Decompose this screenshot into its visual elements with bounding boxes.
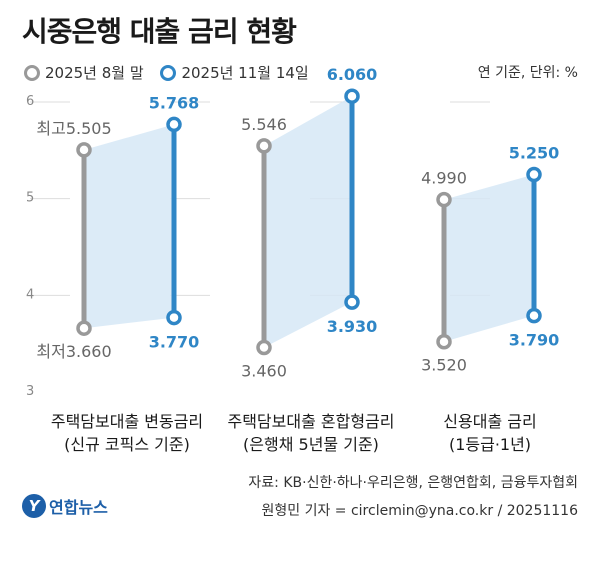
point-old-high <box>76 142 92 158</box>
legend-label-old: 2025년 8월 말 <box>45 64 144 82</box>
category-label-group-1: 주택담보대출 변동금리 (신규 코픽스 기준) <box>32 410 222 456</box>
data-label-new-high: 5.250 <box>509 144 560 163</box>
yonhap-logo: Y 연합뉴스 <box>22 494 108 518</box>
data-label-new-low: 3.790 <box>509 331 560 350</box>
data-label-new-low: 3.930 <box>327 317 378 336</box>
y-tick-label: 3 <box>26 384 34 399</box>
point-new-high <box>166 116 182 133</box>
credit-line: 원형민 기자 = circlemin@yna.co.kr / 20251116 <box>261 503 578 519</box>
range-band <box>444 174 534 342</box>
category-label-line: 신용대출 금리 <box>443 412 537 431</box>
data-label-old-high: 4.990 <box>421 169 467 188</box>
legend-marker-old <box>24 64 40 81</box>
logo-text: 연합뉴스 <box>49 498 108 517</box>
category-sublabel-line: (신규 코픽스 기준) <box>64 435 190 454</box>
chart-title: 시중은행 대출 금리 현황 <box>22 15 297 48</box>
point-new-low <box>166 309 182 326</box>
y-tick-label: 4 <box>26 287 34 302</box>
range-band <box>264 96 352 348</box>
data-label-old-low: 3.520 <box>421 356 467 375</box>
data-label-old-high: 5.546 <box>241 115 287 134</box>
point-new-low <box>526 307 542 324</box>
legend-marker-new <box>160 64 177 81</box>
legend: 2025년 8월 말 2025년 11월 14일 <box>24 62 321 85</box>
y-tick-label: 5 <box>26 191 34 206</box>
unit-note: 연 기준, 단위: % <box>477 65 578 81</box>
data-label-old-low: 최저3.660 <box>36 342 111 361</box>
legend-item-new: 2025년 11월 14일 <box>160 62 309 83</box>
category-label-line: 주택담보대출 변동금리 <box>50 412 204 431</box>
category-label-group-3: 신용대출 금리 (1등급·1년) <box>395 410 585 456</box>
data-label-new-low: 3.770 <box>149 333 200 352</box>
legend-label-new: 2025년 11월 14일 <box>181 64 309 82</box>
point-old-low <box>256 339 272 356</box>
data-label-old-high: 최고5.505 <box>36 119 111 138</box>
point-old-low <box>436 333 452 350</box>
data-label-old-low: 3.460 <box>241 362 287 381</box>
point-old-high <box>436 191 452 208</box>
data-label-new-high: 5.768 <box>149 93 200 112</box>
point-new-high <box>526 166 542 183</box>
data-label-new-high: 6.060 <box>327 65 378 84</box>
point-new-low <box>344 294 360 310</box>
category-label-group-2: 주택담보대출 혼합형금리 (은행채 5년물 기준) <box>216 410 406 456</box>
point-old-low <box>76 320 92 336</box>
range-band <box>84 124 174 329</box>
category-label-line: 주택담보대출 혼합형금리 <box>227 412 395 431</box>
category-sublabel-line: (은행채 5년물 기준) <box>243 435 379 454</box>
point-new-high <box>344 88 360 104</box>
legend-item-old: 2025년 8월 말 <box>24 62 144 83</box>
y-tick-label: 6 <box>26 94 34 109</box>
source-note: 자료: KB·신한·하나·우리은행, 은행연합회, 금융투자협회 <box>248 475 578 491</box>
point-old-high <box>256 138 272 154</box>
logo-mark-icon: Y <box>22 494 46 518</box>
category-sublabel-line: (1등급·1년) <box>448 435 532 454</box>
